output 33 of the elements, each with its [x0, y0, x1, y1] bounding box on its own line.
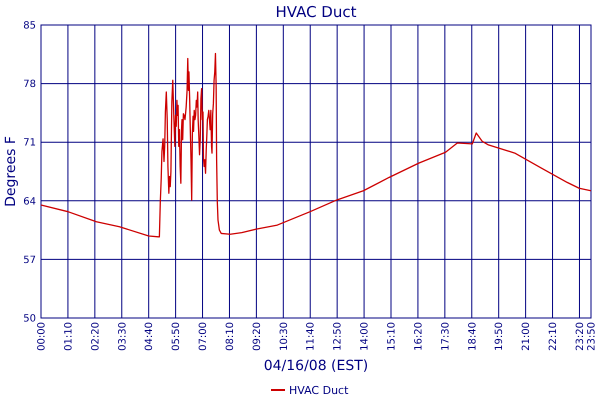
line-series: [40, 52, 592, 238]
y-tick-label: 85: [23, 20, 36, 32]
y-tick-label: 78: [23, 79, 36, 90]
x-tick-label: 00:00: [36, 322, 48, 351]
x-axis-title: 04/16/08 (EST): [264, 358, 368, 374]
x-tick-label: 23:50: [586, 322, 598, 351]
x-tick-label: 05:50: [171, 322, 182, 351]
x-tick-label: 22:10: [548, 322, 560, 351]
x-tick-label: 21:00: [521, 322, 532, 351]
chart-title: HVAC Duct: [275, 3, 357, 21]
y-axis-title: Degrees F: [3, 136, 19, 207]
x-tick-label: 08:10: [224, 322, 236, 351]
x-tick-label: 07:00: [198, 322, 210, 351]
x-tick-label: 10:30: [278, 322, 290, 351]
x-tick-label: 23:20: [574, 322, 586, 351]
x-tick-label: 12:50: [332, 322, 344, 351]
x-tick-label: 17:30: [440, 322, 452, 351]
x-tick-label: 09:20: [252, 322, 263, 351]
x-tick-label: 14:00: [360, 322, 371, 351]
y-tick-label: 57: [23, 254, 36, 266]
x-tick-label: 16:20: [413, 322, 424, 351]
x-tick-label: 15:10: [386, 322, 398, 351]
y-tick-label: 64: [23, 196, 36, 208]
x-tick-label: 11:40: [306, 322, 317, 351]
x-tick-label: 19:50: [494, 322, 506, 351]
x-tick-label: 03:30: [117, 322, 128, 351]
x-tick-label: 18:40: [467, 322, 478, 351]
x-tick-label: 01:10: [63, 322, 74, 351]
y-tick-label: 50: [23, 314, 36, 324]
y-tick-label: 71: [23, 138, 36, 149]
legend-label: HVAC Duct: [289, 384, 350, 397]
x-tick-label: 04:40: [144, 322, 156, 351]
x-tick-label: 02:20: [90, 322, 102, 351]
